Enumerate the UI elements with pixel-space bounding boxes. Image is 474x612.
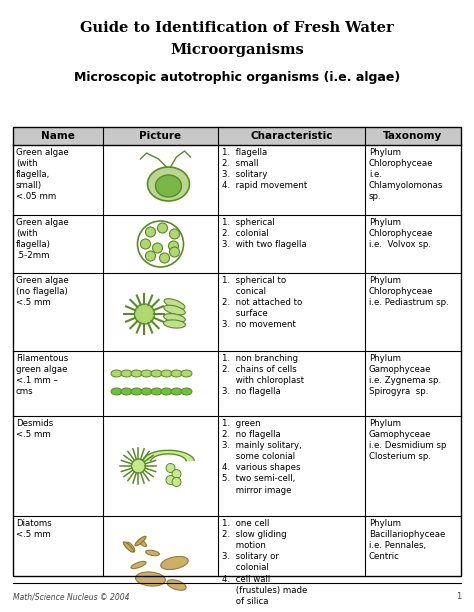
Text: Phylum
Gamophyceae
i.e. Desmidium sp
Closterium sp.: Phylum Gamophyceae i.e. Desmidium sp Clo… [369,419,447,461]
Text: Name: Name [41,131,75,141]
Circle shape [140,239,151,249]
Circle shape [170,247,180,257]
Bar [13,127,461,145]
Ellipse shape [141,388,152,395]
Text: Phylum
Chlorophyceae
i.e.
Chlamyolomonas
sp.: Phylum Chlorophyceae i.e. Chlamyolomonas… [369,148,443,201]
Circle shape [168,241,179,251]
Text: Phylum
Gamophyceae
i.e. Zygnema sp.
Spirogyra  sp.: Phylum Gamophyceae i.e. Zygnema sp. Spir… [369,354,441,397]
Text: Desmids
<.5 mm: Desmids <.5 mm [16,419,53,439]
Polygon shape [131,459,146,473]
Text: 1.  one cell
2.  slow gliding
     motion
3.  solitary or
     colonial
4.  cell: 1. one cell 2. slow gliding motion 3. so… [222,519,307,606]
Ellipse shape [111,388,122,395]
Text: Diatoms
<.5 mm: Diatoms <.5 mm [16,519,52,539]
Text: 1.  spherical to
     conical
2.  not attached to
     surface
3.  no movement: 1. spherical to conical 2. not attached … [222,276,302,329]
Circle shape [172,477,181,487]
Circle shape [153,243,163,253]
Text: 1: 1 [456,592,461,601]
Ellipse shape [181,370,192,377]
Ellipse shape [131,388,142,395]
Text: Phylum
Chlorophyceae
i.e. Pediastrum sp.: Phylum Chlorophyceae i.e. Pediastrum sp. [369,276,449,307]
Ellipse shape [121,370,132,377]
Ellipse shape [181,388,192,395]
Circle shape [159,253,170,263]
Text: 1.  non branching
2.  chains of cells
     with chloroplast
3.  no flagella: 1. non branching 2. chains of cells with… [222,354,304,397]
Circle shape [146,227,155,237]
Ellipse shape [164,313,185,323]
Ellipse shape [126,542,135,552]
Text: Microorganisms: Microorganisms [170,43,304,57]
Bar [13,127,461,576]
Text: Green algae
(no flagella)
<.5 mm: Green algae (no flagella) <.5 mm [16,276,69,307]
Ellipse shape [135,536,146,546]
Ellipse shape [121,388,132,395]
Ellipse shape [146,550,159,556]
Circle shape [157,223,167,233]
Ellipse shape [151,388,162,395]
Circle shape [170,229,180,239]
Ellipse shape [136,572,165,586]
Polygon shape [135,304,155,324]
Ellipse shape [167,580,186,591]
Text: Filamentous
green algae
<.1 mm –
cms: Filamentous green algae <.1 mm – cms [16,354,68,397]
Circle shape [172,469,181,479]
Ellipse shape [155,175,182,197]
Ellipse shape [141,370,152,377]
Ellipse shape [161,556,188,570]
Text: Green algae
(with
flagella)
.5-2mm: Green algae (with flagella) .5-2mm [16,218,69,260]
Text: Taxonomy: Taxonomy [383,131,443,141]
Ellipse shape [164,305,185,315]
Ellipse shape [171,388,182,395]
Ellipse shape [164,320,185,328]
Ellipse shape [171,370,182,377]
Text: Microscopic autotrophic organisms (i.e. algae): Microscopic autotrophic organisms (i.e. … [74,72,400,84]
Ellipse shape [161,370,172,377]
Circle shape [146,251,155,261]
Text: Phylum
Bacillariophyceae
i.e. Pennales,
Centric: Phylum Bacillariophyceae i.e. Pennales, … [369,519,446,561]
Text: Guide to Identification of Fresh Water: Guide to Identification of Fresh Water [80,21,394,35]
Ellipse shape [138,539,146,547]
Text: Math/Science Nucleus © 2004: Math/Science Nucleus © 2004 [13,592,129,601]
Ellipse shape [123,542,134,552]
Ellipse shape [161,388,172,395]
Ellipse shape [151,370,162,377]
Text: 1.  flagella
2.  small
3.  solitary
4.  rapid movement: 1. flagella 2. small 3. solitary 4. rapi… [222,148,307,190]
Ellipse shape [131,370,142,377]
Ellipse shape [147,167,190,201]
Polygon shape [143,450,194,461]
Circle shape [166,463,175,472]
Circle shape [166,476,175,485]
Ellipse shape [164,299,185,309]
Text: 1.  spherical
2.  colonial
3.  with two flagella: 1. spherical 2. colonial 3. with two fla… [222,218,307,249]
Ellipse shape [111,370,122,377]
Text: Phylum
Chlorophyceae
i.e.  Volvox sp.: Phylum Chlorophyceae i.e. Volvox sp. [369,218,434,249]
Text: Characteristic: Characteristic [250,131,333,141]
Text: 1.  green
2.  no flagella
3.  mainly solitary,
     some colonial
4.  various sh: 1. green 2. no flagella 3. mainly solita… [222,419,302,494]
Text: Green algae
(with
flagella,
small)
<.05 mm: Green algae (with flagella, small) <.05 … [16,148,69,201]
Text: Picture: Picture [139,131,182,141]
Ellipse shape [131,561,146,569]
